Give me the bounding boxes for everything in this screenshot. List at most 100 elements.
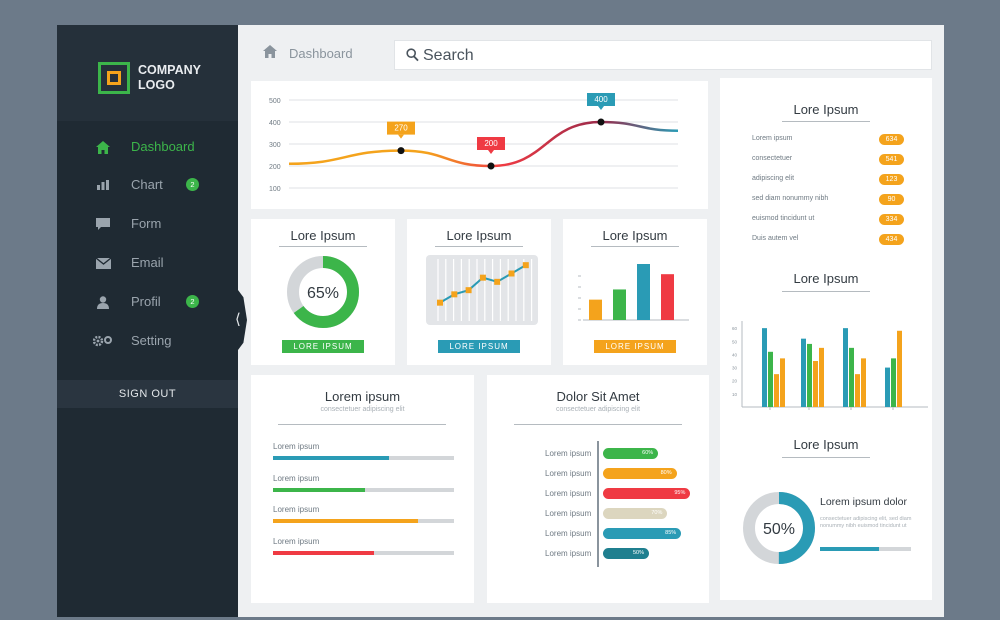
sidebar-item-label: Form xyxy=(131,216,162,231)
bar-card: Lore Ipsum LORE IPSUM xyxy=(563,219,707,365)
bar-chart xyxy=(578,264,689,321)
dolor-value: 85% xyxy=(665,530,677,536)
sidebar-item-setting[interactable]: Setting xyxy=(57,325,238,357)
bar xyxy=(801,338,806,407)
breadcrumb-home-icon[interactable] xyxy=(263,45,277,63)
y-tick-label: 50 xyxy=(732,339,738,344)
user-icon xyxy=(95,294,111,310)
dolor-card: Dolor Sit Amet consectetuer adipiscing e… xyxy=(487,375,709,603)
dolor-bar: 50% xyxy=(603,548,649,559)
sidebar-item-label: Profil xyxy=(131,294,161,309)
logo-line-1: COMPANY xyxy=(138,63,201,77)
y-tick-label: 30 xyxy=(732,366,738,371)
bar xyxy=(819,347,824,407)
lore-ipsum-button[interactable]: LORE IPSUM xyxy=(594,340,676,353)
progress-track xyxy=(273,519,454,523)
progress-track xyxy=(273,456,454,460)
data-point xyxy=(451,291,458,298)
stat-value-pill: 123 xyxy=(879,174,904,185)
donut-description: consectetuer adipiscing elit, sed diam n… xyxy=(820,516,912,529)
progress-fill xyxy=(273,550,375,555)
bar xyxy=(891,358,896,407)
card-title: Lore Ipsum xyxy=(602,228,668,243)
title-divider xyxy=(782,121,870,122)
data-point xyxy=(597,118,605,126)
data-point xyxy=(522,262,529,269)
sidebar-item-email[interactable]: Email xyxy=(57,247,238,279)
card-subtitle: consectetuer adipiscing elit xyxy=(320,406,405,413)
bar xyxy=(843,328,848,407)
title-divider xyxy=(591,246,679,247)
stat-label: Lorem ipsum xyxy=(752,135,793,142)
sidebar-item-chart[interactable]: Chart 2 xyxy=(57,169,238,201)
bar xyxy=(780,358,785,407)
progress-track xyxy=(273,487,454,492)
company-logo-text: COMPANY LOGO xyxy=(138,63,218,93)
bar xyxy=(855,374,860,407)
bar xyxy=(813,361,818,407)
count-badge: 2 xyxy=(186,295,199,308)
chart-background xyxy=(426,255,538,325)
sidebar-item-label: Email xyxy=(131,255,164,270)
grouped-bar-chart: 60 50 40 30 20 10 xyxy=(732,321,928,410)
envelope-icon xyxy=(95,255,111,271)
lore-ipsum-button[interactable]: LORE IPSUM xyxy=(438,340,520,353)
sidebar-item-profil[interactable]: Profil 2 xyxy=(57,286,238,318)
data-point xyxy=(397,147,405,155)
y-tick-label: 20 xyxy=(732,379,738,384)
home-icon xyxy=(95,139,111,155)
search-input[interactable]: Search xyxy=(394,40,932,70)
card-title: Lore Ipsum xyxy=(446,228,512,243)
stat-label: adipiscing elit xyxy=(752,175,795,182)
count-badge: 2 xyxy=(186,178,199,191)
data-label: 270 xyxy=(394,124,408,133)
data-label-box xyxy=(387,121,415,135)
donut-value: 50% xyxy=(763,521,795,538)
y-tick-label: 200 xyxy=(269,164,281,171)
y-tick-label: 500 xyxy=(269,98,281,105)
search-placeholder: Search xyxy=(423,47,474,64)
dolor-label: Lorem ipsum xyxy=(545,509,592,518)
bar xyxy=(807,343,812,407)
progress-track xyxy=(273,550,454,555)
stat-label: consectetuer xyxy=(752,155,793,162)
data-point xyxy=(487,162,495,170)
bar xyxy=(637,264,650,320)
dolor-value: 95% xyxy=(674,490,686,496)
progress-label: Lorem ipsum xyxy=(273,505,320,514)
data-point xyxy=(479,274,486,281)
y-tick-label: 40 xyxy=(732,352,738,357)
y-tick-label: 100 xyxy=(269,186,281,193)
bar xyxy=(897,330,902,407)
stat-value-pill: 90 xyxy=(879,194,904,205)
dolor-bar: 70% xyxy=(603,508,668,519)
sidebar-collapse-handle[interactable] xyxy=(238,290,247,350)
data-label-pointer xyxy=(598,106,604,110)
sidebar-item-label: Setting xyxy=(131,333,172,348)
data-label-pointer xyxy=(398,134,404,139)
bar xyxy=(861,358,866,407)
trend-card: Lore Ipsum LORE IPSUM xyxy=(407,219,551,365)
progress-label: Lorem ipsum xyxy=(273,536,320,546)
card-title: Lorem ipsum xyxy=(324,389,401,404)
dolor-bar: 95% xyxy=(603,488,691,499)
donut-arc xyxy=(743,492,815,564)
progress-card: Lorem ipsum consectetuer adipiscing elit… xyxy=(251,375,474,603)
axis-line xyxy=(597,441,599,567)
gears-icon xyxy=(92,333,114,349)
sidebar-item-dashboard[interactable]: Dashboard xyxy=(57,131,238,163)
sign-out-button[interactable]: SIGN OUT xyxy=(57,380,238,408)
stat-label: Duis autem vel xyxy=(752,235,799,242)
stat-value-pill: 434 xyxy=(879,234,904,245)
sidebar-item-form[interactable]: Form xyxy=(57,208,238,240)
data-point xyxy=(494,278,501,285)
bar xyxy=(762,328,767,407)
logo-line-2: LOGO xyxy=(138,78,175,92)
lore-ipsum-button[interactable]: LORE IPSUM xyxy=(282,340,364,353)
dolor-value: 70% xyxy=(651,510,663,516)
title-divider xyxy=(278,424,446,425)
stat-value-pill: 634 xyxy=(879,134,904,145)
breadcrumb[interactable]: Dashboard xyxy=(289,46,353,61)
progress-label: Lorem ipsum xyxy=(273,442,320,451)
dolor-label: Lorem ipsum xyxy=(545,529,592,538)
